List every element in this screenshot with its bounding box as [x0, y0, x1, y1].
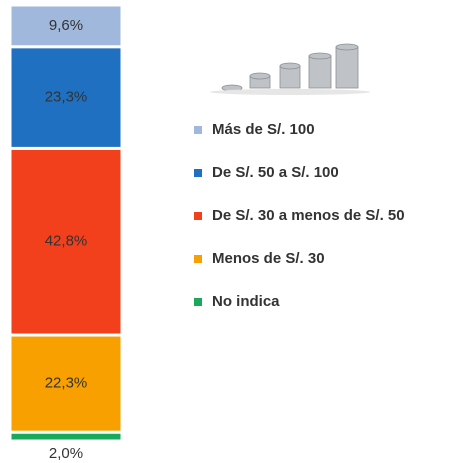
legend-label: De S/. 50 a S/. 100 [212, 164, 339, 181]
coins-icon [210, 43, 370, 95]
data-label: 22,3% [45, 375, 88, 392]
legend-marker [194, 169, 202, 177]
data-label: 42,8% [45, 233, 88, 250]
data-label: 9,6% [49, 17, 83, 34]
legend-marker [194, 298, 202, 306]
legend-label: No indica [212, 293, 280, 310]
bar-segment [8, 430, 124, 443]
legend-label: Menos de S/. 30 [212, 250, 325, 267]
bar-segment [8, 3, 124, 49]
data-label: 23,3% [45, 89, 88, 106]
legend-marker [194, 212, 202, 220]
legend-label: Más de S/. 100 [212, 121, 315, 138]
legend-marker [194, 126, 202, 134]
legend-label: De S/. 30 a menos de S/. 50 [212, 207, 405, 224]
legend-marker [194, 255, 202, 263]
data-label: 2,0% [49, 445, 83, 462]
